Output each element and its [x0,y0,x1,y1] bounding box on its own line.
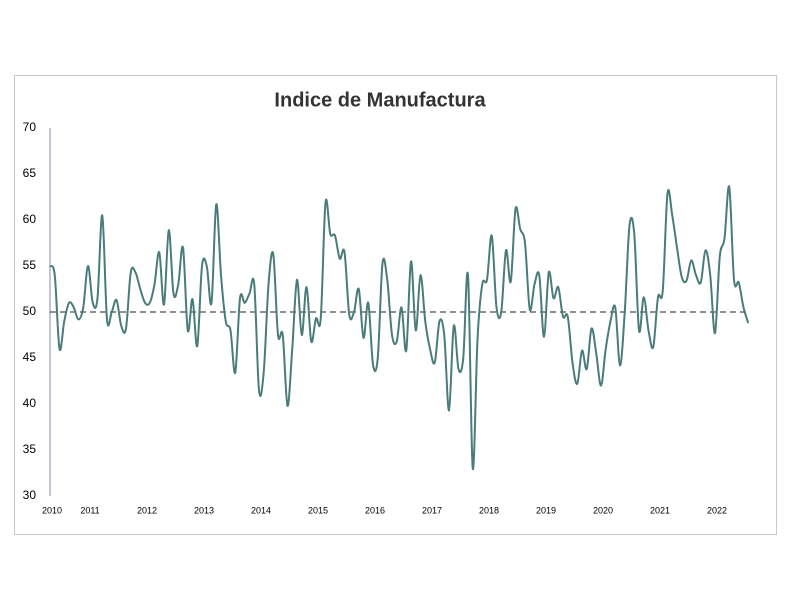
x-tick-label: 2010 [42,505,62,515]
y-tick-label: 60 [23,212,37,226]
y-tick-label: 40 [23,396,37,410]
x-tick-label: 2011 [80,505,99,515]
x-tick-label: 2016 [365,505,385,515]
y-tick-label: 50 [23,304,37,318]
chart-frame [14,75,777,535]
x-tick-label: 2014 [251,505,271,515]
x-tick-label: 2020 [593,505,613,515]
x-tick-label: 2022 [707,505,727,515]
x-tick-label: 2018 [479,505,499,515]
x-tick-label: 2012 [137,505,157,515]
x-tick-label: 2017 [422,505,442,515]
data-line [49,185,750,470]
x-tick-label: 2021 [650,505,670,515]
y-tick-label: 35 [23,442,37,456]
y-tick-label: 45 [23,350,37,364]
x-tick-label: 2015 [308,505,328,515]
y-tick-label: 30 [23,488,37,502]
y-tick-label: 55 [23,258,37,272]
y-tick-label: 65 [23,166,37,180]
chart-title: Indice de Manufactura [274,89,486,111]
x-tick-label: 2013 [194,505,214,515]
x-tick-label: 2019 [536,505,556,515]
y-tick-label: 70 [23,120,37,134]
